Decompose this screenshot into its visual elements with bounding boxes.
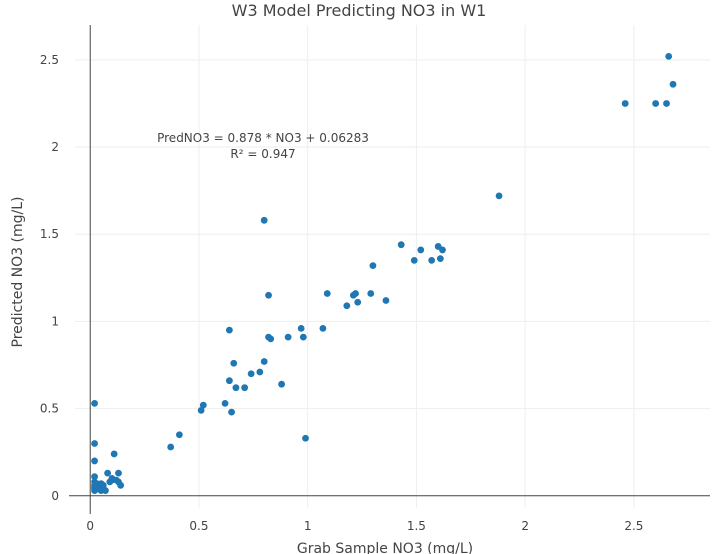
data-point-46 [297, 325, 305, 332]
x-tick-label-4: 2 [521, 519, 529, 533]
data-point-29 [199, 401, 207, 409]
data-point-43 [267, 335, 275, 343]
annotation-r-squared: R² = 0.947 [230, 147, 295, 161]
data-point-30 [221, 399, 229, 407]
y-tick-label-3: 1.5 [40, 227, 59, 241]
y-tick-label-0: 0 [51, 489, 59, 503]
data-point-40 [260, 216, 268, 224]
data-point-47 [299, 333, 307, 341]
data-point-2 [91, 457, 98, 465]
x-tick-label-2: 1 [304, 519, 312, 533]
tick-labels: 0 0.5 1 1.5 2 2.5 0 0.5 1 1.5 2 2.5 [40, 53, 644, 533]
data-points [91, 52, 677, 494]
data-point-38 [256, 368, 264, 376]
data-point-68 [663, 100, 670, 107]
data-point-59 [410, 256, 418, 264]
data-point-44 [278, 380, 285, 388]
data-point-70 [669, 80, 677, 88]
annotation-equation: PredNO3 = 0.878 * NO3 + 0.06283 [157, 131, 369, 145]
data-point-31 [226, 377, 233, 385]
y-tick-label-5: 2.5 [40, 53, 59, 67]
data-point-61 [428, 256, 436, 264]
data-point-55 [367, 290, 375, 297]
data-point-51 [343, 302, 351, 310]
data-point-23 [115, 469, 122, 477]
data-point-45 [284, 333, 292, 341]
data-point-57 [382, 297, 390, 304]
data-point-21 [110, 450, 118, 458]
y-tick-label-1: 0.5 [40, 402, 59, 416]
data-point-60 [417, 246, 425, 254]
data-point-54 [354, 298, 362, 306]
axis-layer [69, 25, 710, 514]
x-tick-label-3: 1.5 [407, 519, 426, 533]
data-point-16 [102, 487, 109, 494]
y-tick-label-2: 1 [51, 314, 59, 328]
y-tick-label-4: 2 [51, 140, 59, 154]
x-tick-label-1: 0.5 [189, 519, 208, 533]
data-point-1 [91, 440, 98, 447]
data-point-37 [247, 370, 255, 378]
data-point-27 [175, 431, 183, 439]
data-point-28 [197, 406, 205, 414]
data-point-26 [167, 443, 175, 451]
data-point-41 [265, 291, 272, 299]
data-point-69 [665, 52, 673, 60]
y-axis-title: Predicted NO3 (mg/L) [10, 197, 26, 348]
data-point-25 [117, 481, 125, 489]
data-point-49 [319, 325, 327, 332]
grid-layer [75, 25, 710, 508]
x-tick-label-0: 0 [86, 519, 94, 533]
data-point-32 [226, 326, 233, 334]
data-point-64 [439, 246, 446, 254]
data-point-50 [323, 290, 331, 297]
data-point-0 [91, 399, 98, 407]
data-point-53 [352, 290, 359, 297]
data-point-63 [436, 255, 444, 263]
data-point-34 [230, 359, 238, 367]
data-point-35 [232, 384, 240, 392]
data-point-48 [302, 434, 309, 442]
data-point-65 [495, 192, 503, 200]
chart-title: W3 Model Predicting NO3 in W1 [232, 1, 487, 20]
data-point-66 [621, 100, 629, 107]
x-tick-label-5: 2.5 [624, 519, 643, 533]
data-point-39 [260, 358, 268, 365]
data-point-17 [104, 469, 112, 477]
x-axis-title: Grab Sample NO3 (mg/L) [297, 541, 473, 554]
data-point-58 [397, 241, 405, 249]
data-point-15 [99, 481, 107, 489]
data-point-33 [228, 408, 235, 416]
data-point-36 [241, 384, 249, 392]
data-point-56 [369, 262, 377, 270]
data-point-3 [91, 473, 98, 481]
data-point-67 [652, 100, 660, 107]
